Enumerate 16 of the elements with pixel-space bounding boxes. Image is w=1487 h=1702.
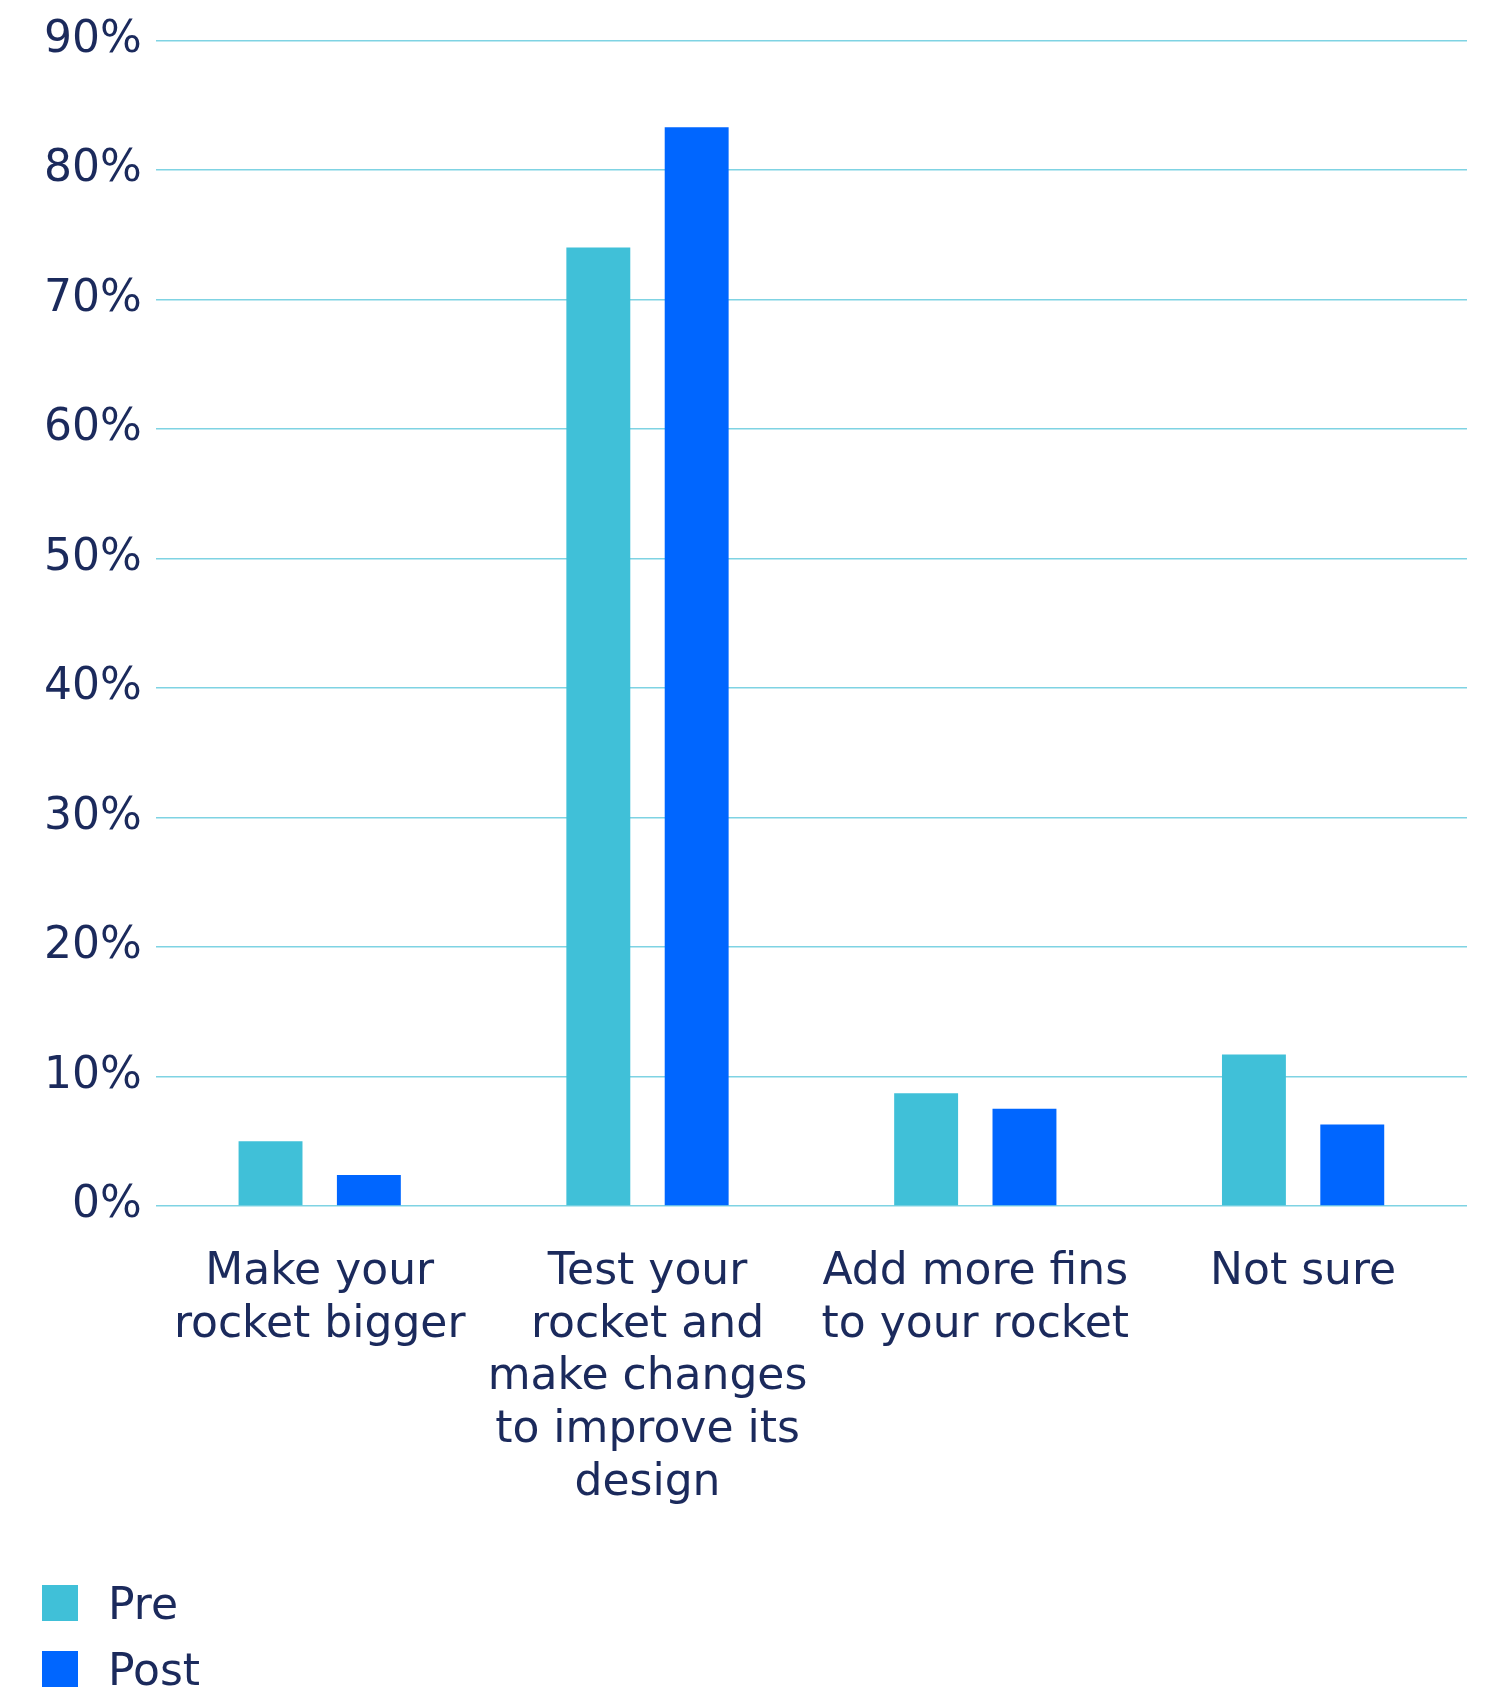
x-tick-label: Test your rocket and make changes to improve its design (487, 1242, 808, 1506)
y-tick-label: 0% (71, 1176, 142, 1228)
y-tick-label: 20% (44, 917, 142, 969)
y-tick-label: 40% (44, 658, 142, 710)
y-tick-label: 90% (44, 10, 142, 62)
y-tick-label: 60% (44, 399, 142, 451)
y-tick-label: 70% (44, 269, 142, 321)
y-tick-label: 10% (44, 1046, 142, 1098)
y-tick-label: 30% (44, 787, 142, 839)
y-tick-label: 80% (44, 140, 142, 192)
x-tick-label: Add more fins to your rocket (821, 1242, 1130, 1347)
legend-label: Post (108, 1643, 201, 1695)
x-tick-label: Make your rocket bigger (173, 1242, 467, 1347)
legend-label: Pre (108, 1577, 178, 1629)
x-tick-label: Not sure (1210, 1242, 1397, 1294)
y-tick-label: 50% (44, 528, 142, 580)
